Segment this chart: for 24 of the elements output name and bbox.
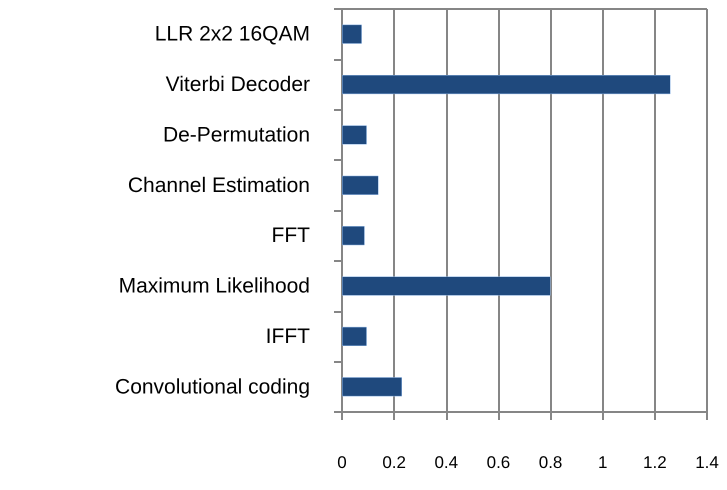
x-tick-label: 0.2 [382, 453, 406, 472]
x-tick-label: 1.2 [643, 453, 667, 472]
x-tick-label: 0.6 [486, 453, 510, 472]
bar [342, 276, 551, 296]
bar [342, 326, 367, 346]
bar [342, 74, 670, 94]
x-tick-label: 0.4 [434, 453, 458, 472]
y-tick-label: IFFT [266, 324, 310, 348]
bar [342, 226, 365, 246]
bar [342, 125, 367, 145]
x-tick-label: 0.8 [538, 453, 562, 472]
y-tick-label: Viterbi Decoder [166, 73, 310, 96]
y-tick-label: Channel Estimation [128, 174, 310, 197]
y-tick-label: Convolutional coding [115, 375, 310, 398]
bar [342, 377, 402, 396]
y-tick-label: FFT [272, 224, 310, 248]
y-tick-label: LLR 2x2 16QAM [154, 22, 310, 46]
x-tick-label: 1.4 [695, 453, 719, 472]
x-tick-label: 1 [598, 453, 608, 472]
y-tick-label: De-Permutation [162, 123, 310, 146]
bar [342, 176, 378, 195]
x-tick-label: 0 [337, 453, 347, 472]
bar [342, 24, 362, 44]
y-tick-label: Maximum Likelihood [118, 274, 310, 298]
